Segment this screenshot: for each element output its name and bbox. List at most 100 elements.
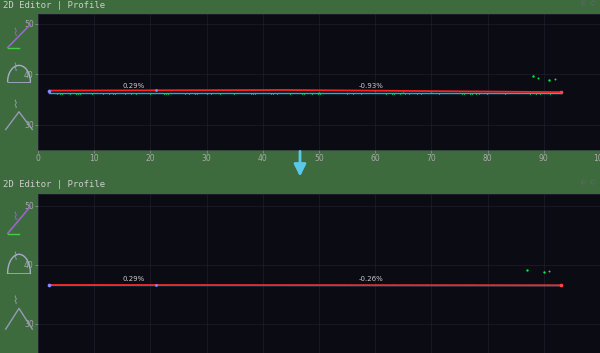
Text: 0.29%: 0.29% xyxy=(122,83,145,89)
Point xyxy=(394,90,403,96)
Point xyxy=(322,91,331,96)
Point xyxy=(500,91,510,96)
Point xyxy=(324,90,334,96)
Point xyxy=(356,282,366,288)
Point xyxy=(127,91,136,96)
Point xyxy=(502,282,512,288)
Point xyxy=(369,91,379,96)
Point xyxy=(476,282,485,288)
Point xyxy=(176,282,185,288)
Text: 2D Editor | Profile: 2D Editor | Profile xyxy=(3,180,105,189)
Point xyxy=(65,282,74,288)
Point xyxy=(527,90,537,96)
Point xyxy=(421,90,430,96)
Point xyxy=(388,282,397,288)
Point xyxy=(519,90,529,96)
Point xyxy=(114,90,124,96)
Point xyxy=(235,90,245,96)
Point xyxy=(246,91,256,96)
Point xyxy=(225,90,235,96)
Point xyxy=(57,282,67,288)
Point xyxy=(127,282,136,288)
Point xyxy=(176,91,185,96)
Point xyxy=(552,90,562,96)
Point xyxy=(44,282,54,288)
Point xyxy=(421,282,430,288)
Point xyxy=(521,90,530,96)
Point xyxy=(75,282,85,288)
Point xyxy=(443,91,452,96)
Point xyxy=(548,90,557,96)
Point xyxy=(83,282,93,288)
Point xyxy=(211,90,220,96)
Point xyxy=(369,282,379,288)
Point xyxy=(244,282,253,288)
Point xyxy=(359,282,368,288)
Point xyxy=(455,90,465,96)
Text: 0.29%: 0.29% xyxy=(122,276,145,282)
Point xyxy=(379,90,389,96)
Point xyxy=(375,90,385,96)
Point xyxy=(466,91,475,97)
Text: -0.26%: -0.26% xyxy=(358,276,383,282)
Point xyxy=(262,90,272,96)
Point xyxy=(301,282,311,288)
Point xyxy=(252,90,262,96)
Point xyxy=(336,90,346,96)
Point xyxy=(178,282,188,288)
Point xyxy=(316,91,325,96)
Point xyxy=(545,91,555,96)
Point xyxy=(215,91,224,96)
Point xyxy=(246,282,256,288)
Point xyxy=(141,90,151,96)
Point xyxy=(539,269,548,275)
Point xyxy=(172,90,181,96)
Point xyxy=(381,282,391,288)
Point xyxy=(311,282,321,288)
Point xyxy=(428,283,438,288)
Point xyxy=(295,91,305,96)
Point xyxy=(209,282,218,288)
Point xyxy=(157,282,167,288)
Text: ⌇: ⌇ xyxy=(13,295,17,305)
Point xyxy=(139,282,149,288)
Point xyxy=(367,282,377,288)
Point xyxy=(135,91,145,96)
Point xyxy=(182,90,191,96)
Point xyxy=(153,90,163,96)
Point xyxy=(108,282,118,288)
Text: ⌇: ⌇ xyxy=(13,252,17,262)
Point xyxy=(88,282,97,288)
Point xyxy=(149,90,159,96)
Point xyxy=(538,282,547,288)
Point xyxy=(94,282,103,288)
Point xyxy=(94,90,103,96)
Point xyxy=(79,282,89,288)
Point xyxy=(125,90,134,96)
Point xyxy=(355,91,364,96)
Point xyxy=(44,90,54,96)
Point xyxy=(242,90,251,96)
Point xyxy=(375,282,385,288)
Point xyxy=(258,282,268,288)
Point xyxy=(365,282,374,288)
Point xyxy=(500,282,510,288)
Point xyxy=(203,91,212,96)
Point xyxy=(153,282,163,288)
Point xyxy=(385,282,395,288)
Point xyxy=(550,90,559,96)
Point xyxy=(344,90,354,96)
Point xyxy=(206,91,216,96)
Point xyxy=(340,282,350,288)
Point xyxy=(256,90,266,96)
Point xyxy=(301,90,311,96)
Point xyxy=(297,91,307,96)
Point xyxy=(46,282,56,288)
Point xyxy=(467,282,477,288)
Point xyxy=(122,90,132,96)
Point xyxy=(427,89,436,95)
Point xyxy=(110,282,120,288)
Point xyxy=(264,282,274,288)
Point xyxy=(199,90,208,96)
Point xyxy=(346,282,356,288)
